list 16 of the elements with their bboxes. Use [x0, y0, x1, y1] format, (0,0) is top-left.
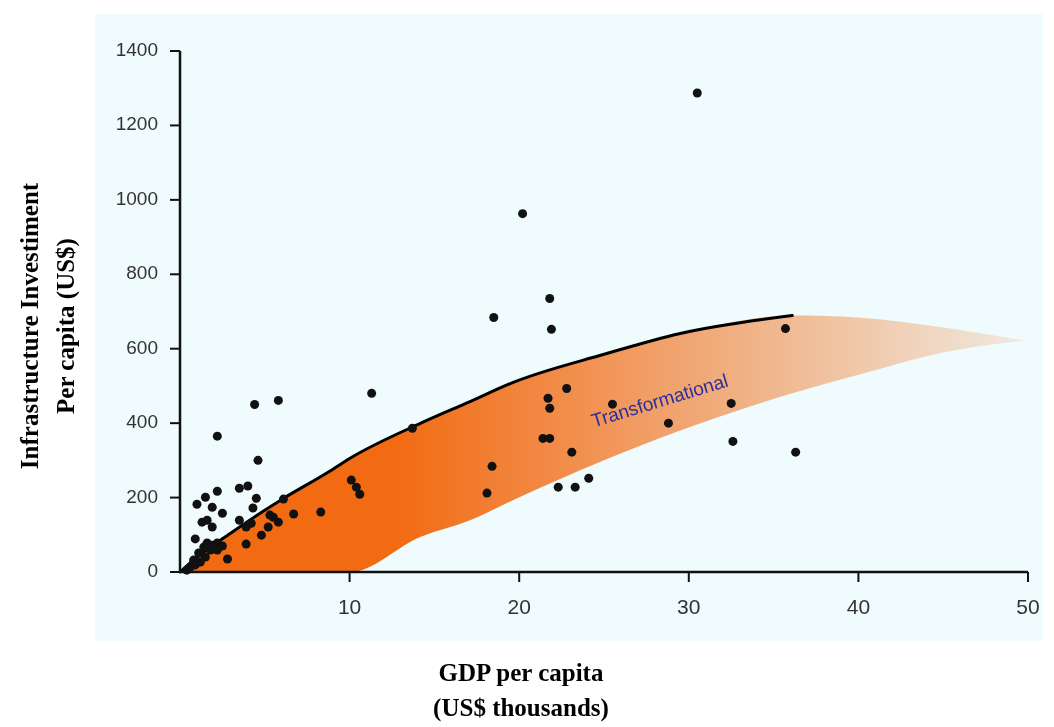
x-tick-label: 50: [1016, 595, 1040, 618]
y-tick-label: 200: [126, 485, 158, 507]
y-tick-label: 600: [126, 336, 158, 358]
y-tick-label: 1000: [115, 187, 158, 209]
y-tick-label: 400: [126, 411, 158, 433]
y-tick-label: 0: [147, 560, 158, 582]
x-axis-title: GDP per capita (US$ thousands): [433, 659, 609, 722]
y-axis-title: Infrastructure Investiment Per capita (US$): [16, 182, 80, 470]
x-tick-label: 30: [677, 595, 701, 618]
line-series: [178, 314, 794, 574]
x-tick-label: 40: [846, 595, 871, 618]
x-tick-label: 10: [337, 595, 362, 618]
y-tick-label: 1200: [115, 113, 158, 135]
y-tick-label: 1400: [115, 39, 158, 61]
y-tick-label: 800: [126, 262, 158, 284]
x-tick-label: 20: [507, 595, 531, 618]
